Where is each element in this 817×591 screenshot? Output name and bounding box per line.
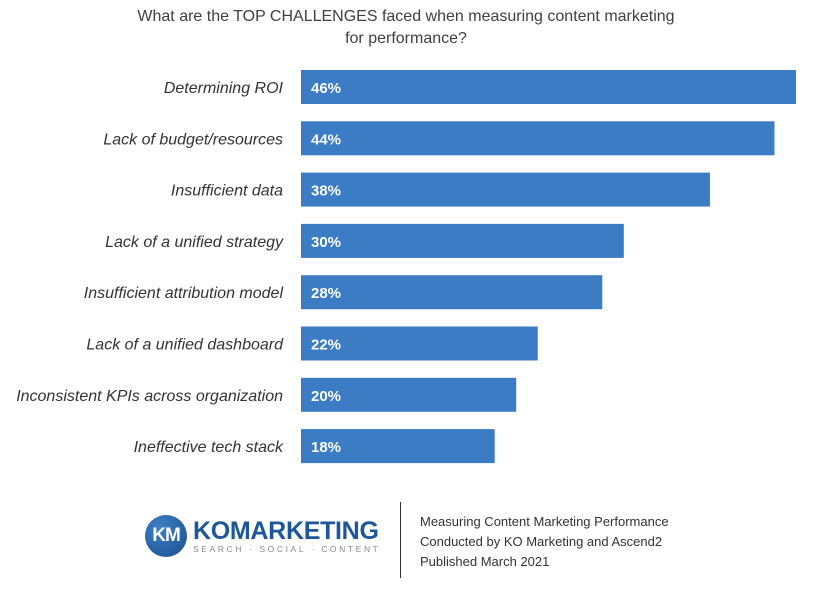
value-label-insufficient-data: 38% <box>311 183 341 200</box>
km-badge-icon: KM <box>145 515 187 557</box>
bar-insufficient-data <box>301 172 710 207</box>
category-label-insufficient-attribution-model: Insufficient attribution model <box>84 285 284 302</box>
bar-inconsistent-kpis-across-organization <box>301 377 517 412</box>
footer: KM KOMARKETING SEARCH · SOCIAL · CONTENT… <box>0 498 817 583</box>
logo-word-ko: KO <box>193 516 230 545</box>
category-label-lack-of-a-unified-dashboard: Lack of a unified dashboard <box>86 337 284 354</box>
category-label-ineffective-tech-stack: Ineffective tech stack <box>134 439 284 456</box>
chart-title: What are the TOP CHALLENGES faced when m… <box>100 6 712 50</box>
value-label-lack-of-a-unified-dashboard: 22% <box>311 337 341 354</box>
footer-divider <box>400 502 401 578</box>
source-line-1: Measuring Content Marketing Performance <box>420 514 669 529</box>
chart-title-line-1: What are the TOP CHALLENGES faced when m… <box>137 8 675 25</box>
value-label-inconsistent-kpis-across-organization: 20% <box>311 388 341 405</box>
value-label-lack-of-a-unified-strategy: 30% <box>311 234 341 251</box>
category-label-lack-of-budget-resources: Lack of budget/resources <box>103 131 283 148</box>
bar-lack-of-a-unified-dashboard <box>301 326 538 361</box>
bar-insufficient-attribution-model <box>301 275 603 310</box>
category-label-inconsistent-kpis-across-organization: Inconsistent KPIs across organization <box>16 388 283 405</box>
value-label-determining-roi: 46% <box>311 80 341 97</box>
category-label-lack-of-a-unified-strategy: Lack of a unified strategy <box>105 234 284 251</box>
value-label-insufficient-attribution-model: 28% <box>311 285 341 302</box>
value-label-ineffective-tech-stack: 18% <box>311 439 341 456</box>
bar-determining-roi <box>301 70 796 104</box>
source-line-2: Conducted by KO Marketing and Ascend2 <box>420 534 663 549</box>
source-line-3: Published March 2021 <box>420 554 550 569</box>
chart-title-line-2: for performance? <box>345 30 467 47</box>
logo-tagline: SEARCH · SOCIAL · CONTENT <box>193 543 381 554</box>
value-label-lack-of-budget-resources: 44% <box>311 131 341 148</box>
ko-marketing-logo: KM KOMARKETING SEARCH · SOCIAL · CONTENT <box>145 512 380 560</box>
category-label-insufficient-data: Insufficient data <box>171 183 283 200</box>
category-label-determining-roi: Determining ROI <box>164 80 284 97</box>
bar-chart: Determining ROI 46% Lack of budget/resourc… <box>16 70 796 464</box>
source-note: Measuring Content Marketing Performance … <box>420 512 669 572</box>
bar-lack-of-a-unified-strategy <box>301 223 624 258</box>
bar-ineffective-tech-stack <box>301 429 495 464</box>
logo-word-marketing: MARKETING <box>229 516 379 545</box>
bar-lack-of-budget-resources <box>301 121 775 156</box>
